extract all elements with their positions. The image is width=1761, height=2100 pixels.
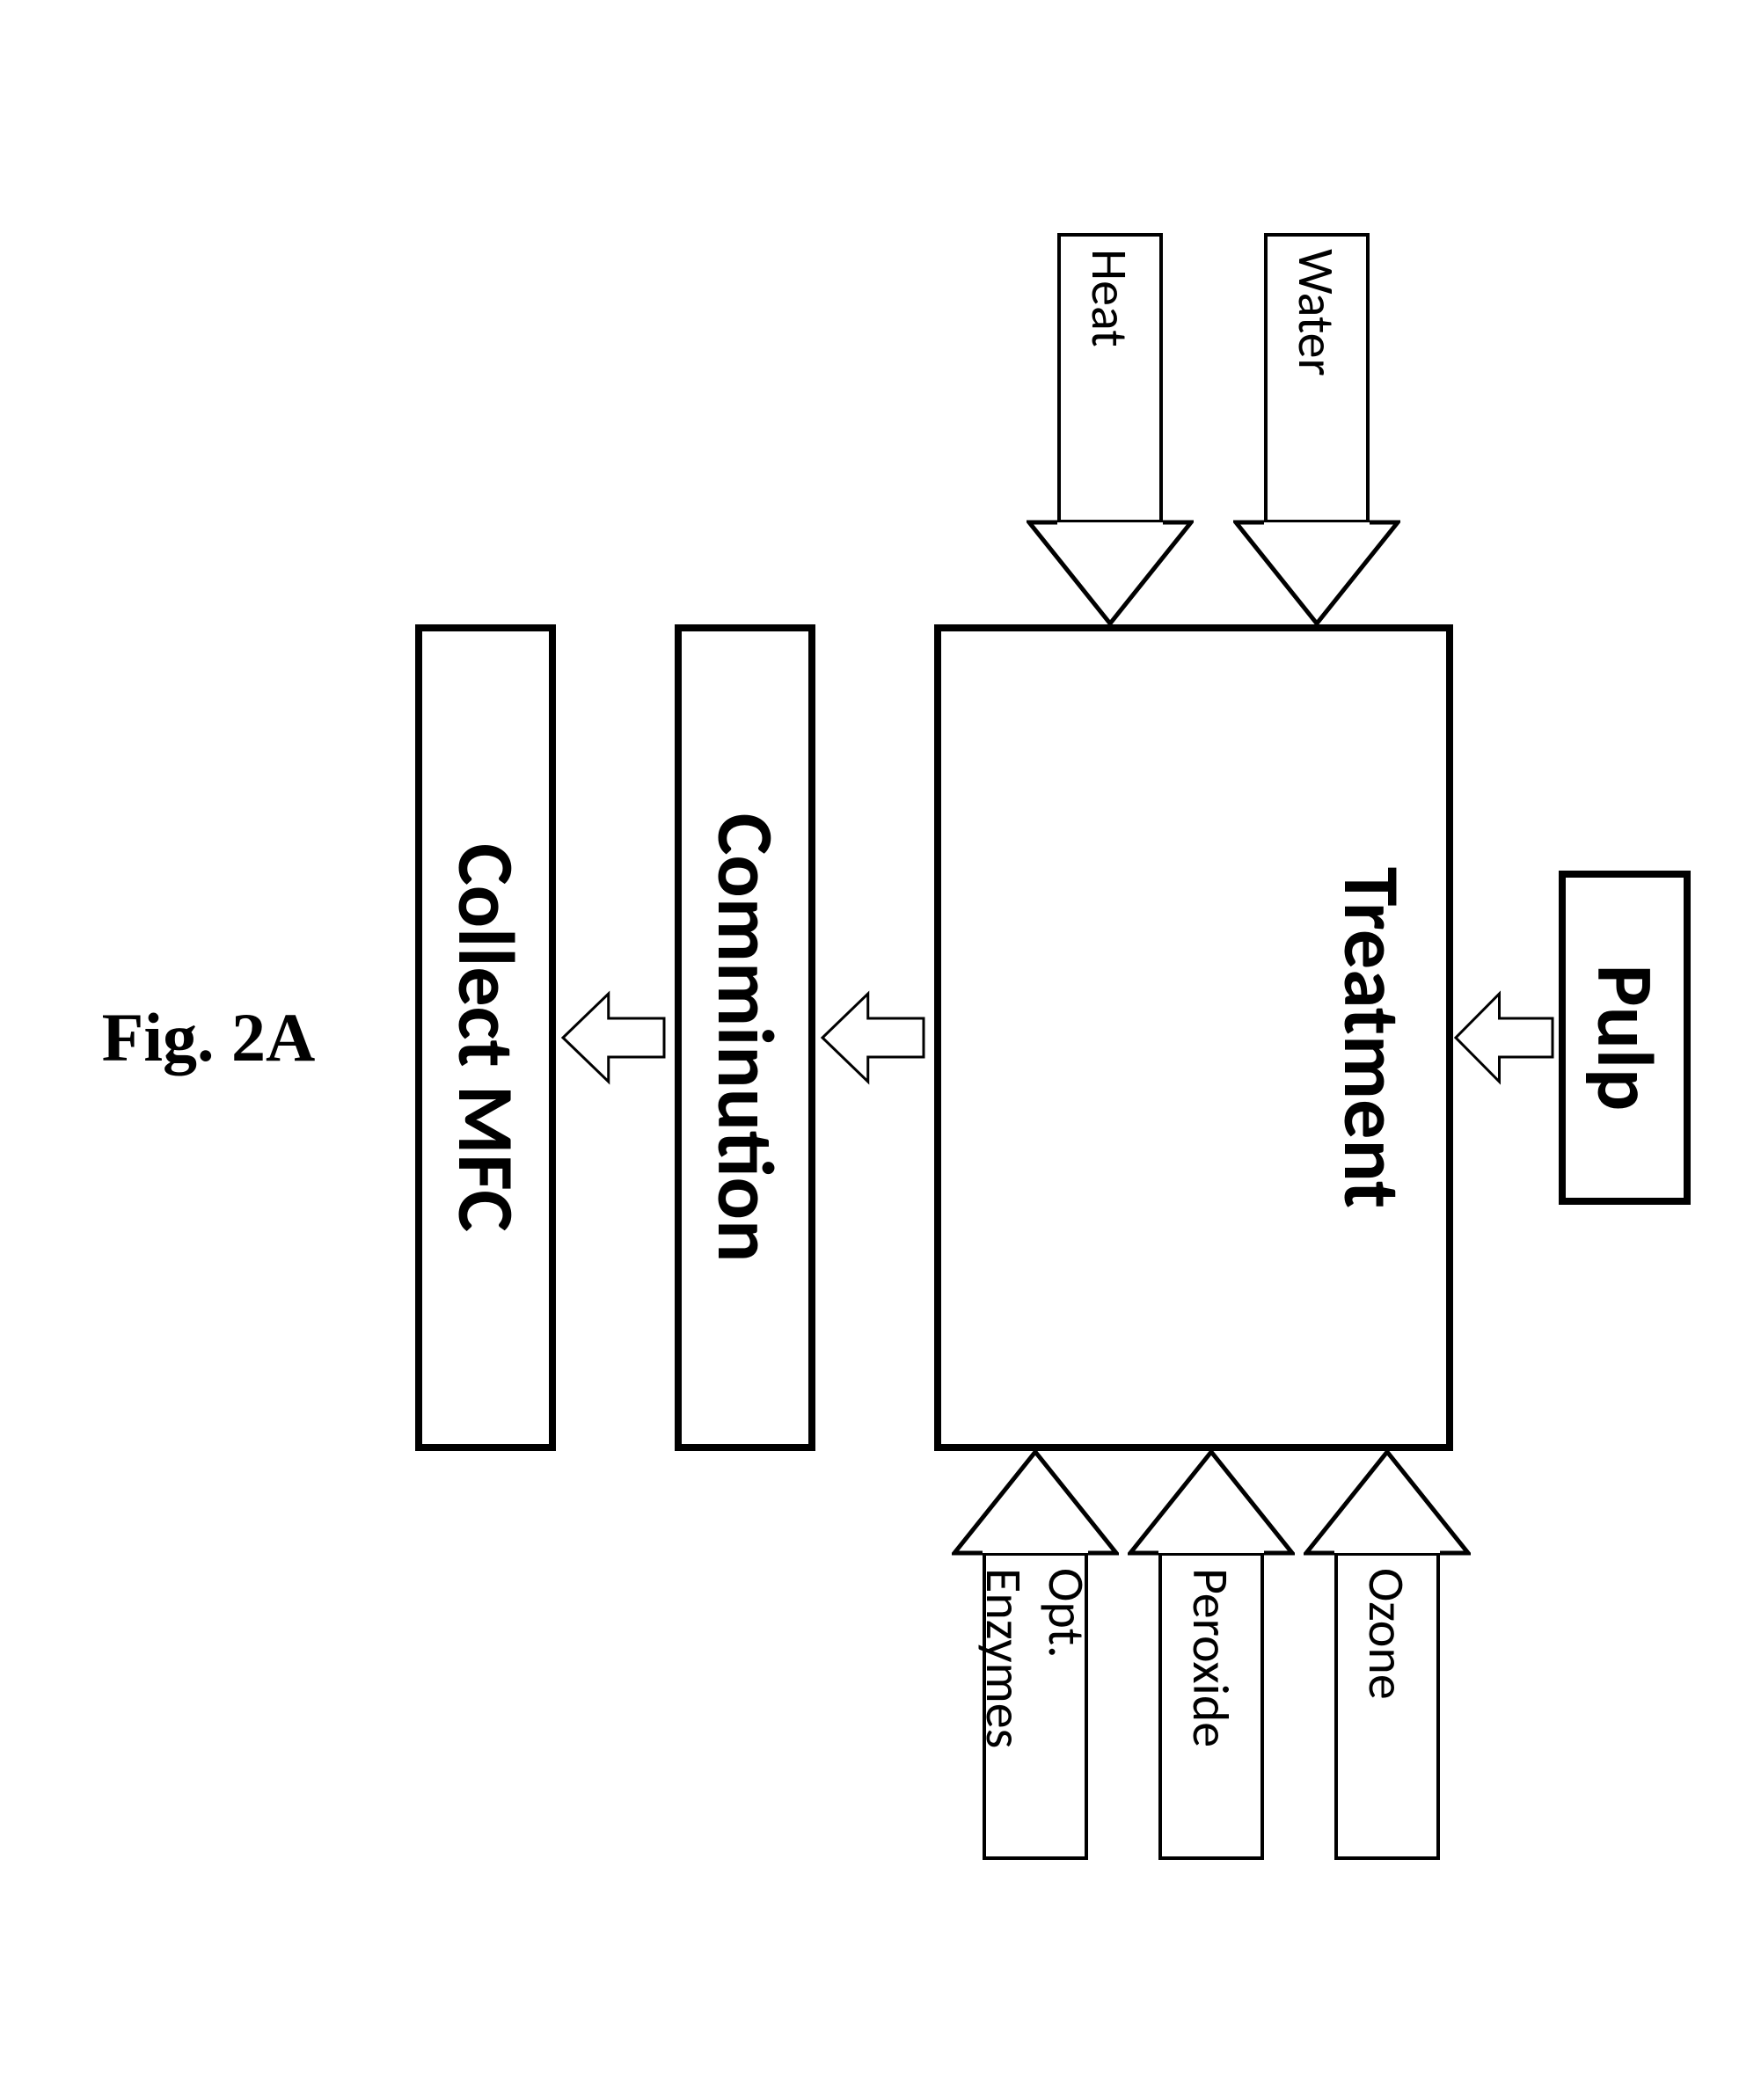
treatment-label: Treatment: [1323, 867, 1420, 1208]
a3-down-arrow: [556, 985, 666, 1090]
a1-down-arrow: [1449, 985, 1554, 1090]
water-input-box: Water: [1264, 233, 1370, 523]
comminution-label: Comminution: [697, 813, 793, 1263]
heat-input-box: Heat: [1057, 233, 1163, 523]
water-label: Water: [1286, 249, 1348, 376]
enzymes-arrowhead: [952, 1449, 1119, 1556]
collect-box: Collect MFC: [415, 624, 556, 1451]
ozone-arrowhead: [1304, 1449, 1471, 1556]
peroxide-arrowhead: [1128, 1449, 1295, 1556]
pulp-box: Pulp: [1559, 871, 1691, 1205]
treatment-box: Treatment: [934, 624, 1453, 1451]
pulp-label: Pulp: [1576, 965, 1673, 1112]
comminution-box: Comminution: [675, 624, 815, 1451]
enzymes-label: Opt. Enzymes: [973, 1568, 1098, 1844]
peroxide-input-box: Peroxide: [1158, 1552, 1264, 1860]
a2-down-arrow: [815, 985, 925, 1090]
figure-label: Fig. 2A: [77, 998, 340, 1077]
heat-label: Heat: [1079, 249, 1142, 347]
ozone-input-box: Ozone: [1334, 1552, 1440, 1860]
peroxide-label: Peroxide: [1180, 1568, 1243, 1747]
ozone-label: Ozone: [1356, 1568, 1419, 1700]
enzymes-input-box: Opt. Enzymes: [983, 1552, 1088, 1860]
water-arrowhead: [1233, 520, 1400, 626]
collect-label: Collect MFC: [437, 843, 534, 1232]
heat-arrowhead: [1027, 520, 1194, 626]
